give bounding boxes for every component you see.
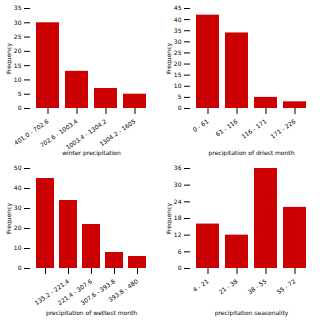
svg-text:Frequency: Frequency [5,43,13,74]
svg-text:25: 25 [174,49,182,56]
svg-text:30: 30 [174,181,182,188]
svg-text:0: 0 [178,264,182,271]
svg-text:10: 10 [14,244,22,251]
svg-text:15: 15 [174,71,182,78]
svg-text:0: 0 [18,264,22,271]
svg-text:40: 40 [14,184,22,191]
svg-text:30: 30 [14,204,22,211]
svg-text:35: 35 [174,27,182,34]
svg-text:6: 6 [178,248,182,255]
svg-text:0 - 61: 0 - 61 [191,117,209,133]
svg-text:135.2 - 221.4: 135.2 - 221.4 [33,277,71,307]
svg-text:12: 12 [174,231,182,238]
svg-text:61 - 116: 61 - 116 [214,117,239,137]
svg-text:winter precipitation: winter precipitation [62,149,121,157]
svg-text:5: 5 [18,90,22,97]
svg-text:35: 35 [14,4,22,11]
svg-text:precipitation of driest month: precipitation of driest month [209,149,295,157]
svg-text:221.4 - 307.6: 221.4 - 307.6 [56,277,94,307]
svg-text:55 - 72: 55 - 72 [275,277,297,295]
svg-text:4 - 21: 4 - 21 [191,277,209,293]
svg-text:18: 18 [174,214,182,221]
svg-text:Frequency: Frequency [165,203,173,234]
svg-text:45: 45 [174,4,182,11]
svg-text:393.8 - 480: 393.8 - 480 [107,277,140,303]
svg-text:5: 5 [178,93,182,100]
svg-text:40: 40 [174,16,182,23]
svg-text:1003.4 - 1304.2: 1003.4 - 1304.2 [64,117,108,151]
svg-text:25: 25 [14,33,22,40]
svg-text:20: 20 [14,224,22,231]
svg-text:21 - 38: 21 - 38 [217,277,239,295]
svg-text:307.6 - 393.8: 307.6 - 393.8 [79,277,117,307]
svg-text:precipitation of wettest month: precipitation of wettest month [46,309,137,317]
svg-text:0: 0 [18,104,22,111]
svg-text:50: 50 [14,164,22,171]
svg-text:precipitation seasonality: precipitation seasonality [215,309,289,317]
svg-text:1304.2 - 1605: 1304.2 - 1605 [98,117,137,147]
svg-text:116 - 171: 116 - 171 [240,117,268,139]
svg-text:15: 15 [14,62,22,69]
svg-text:401.0 - 702.6: 401.0 - 702.6 [12,117,50,147]
svg-text:30: 30 [14,19,22,26]
svg-text:702.6 - 1003.4: 702.6 - 1003.4 [38,117,79,149]
svg-text:10: 10 [174,82,182,89]
svg-text:10: 10 [14,76,22,83]
svg-text:38 - 55: 38 - 55 [246,277,268,295]
svg-text:30: 30 [174,38,182,45]
svg-text:24: 24 [174,198,182,205]
svg-text:20: 20 [174,60,182,67]
svg-text:Frequency: Frequency [165,43,173,74]
svg-text:36: 36 [174,164,182,171]
svg-text:171 - 226: 171 - 226 [269,117,297,139]
svg-text:Frequency: Frequency [5,203,13,234]
svg-text:20: 20 [14,47,22,54]
svg-text:0: 0 [178,104,182,111]
